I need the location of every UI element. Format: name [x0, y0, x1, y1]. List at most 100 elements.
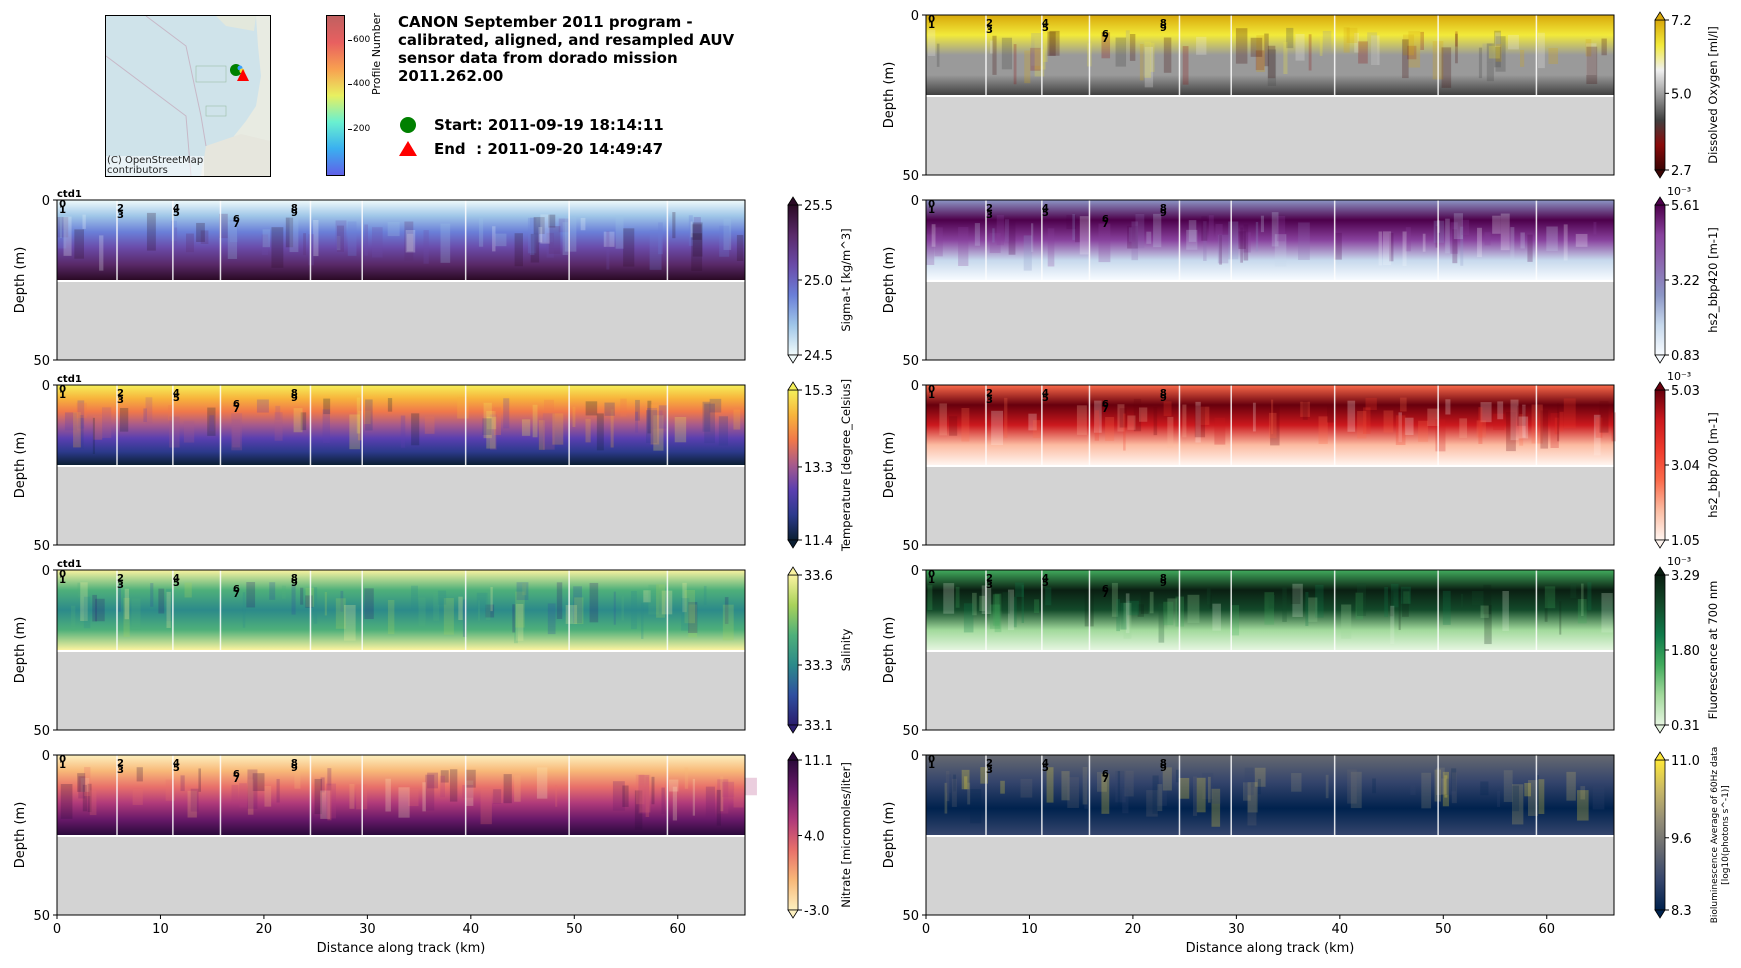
data-streak [1230, 605, 1240, 636]
data-streak [1139, 44, 1144, 81]
data-streak [1031, 223, 1034, 252]
data-streak [425, 774, 435, 811]
data-streak [83, 596, 91, 629]
colorbar-exponent: 10⁻³ [1667, 185, 1691, 198]
data-streak [262, 229, 271, 248]
data-streak [335, 598, 346, 629]
data-streak [293, 408, 303, 433]
data-streak [323, 398, 331, 415]
colorbar-extend-max [787, 566, 799, 576]
section-number: 1 [59, 390, 66, 401]
data-streak [1214, 417, 1226, 445]
data-streak [1461, 219, 1470, 235]
axes-frame [925, 14, 1615, 176]
colorbar-extend-max [1654, 11, 1666, 21]
data-streak [239, 783, 247, 808]
data-streak [77, 773, 86, 792]
data-streak [1117, 404, 1125, 432]
data-streak [1363, 407, 1371, 434]
section-number: 5 [173, 208, 180, 219]
data-streak [196, 222, 205, 242]
data-streak [1101, 773, 1110, 814]
data-streak [585, 418, 591, 443]
data-streak [574, 597, 584, 625]
data-streak [1486, 43, 1494, 82]
data-streak [692, 778, 696, 816]
data-streak [682, 582, 687, 613]
data-streak [658, 405, 668, 429]
data-streak [1217, 234, 1229, 264]
section-number: 9 [291, 763, 298, 774]
data-streak [606, 231, 610, 270]
instrument-label: ctd1 [57, 189, 82, 200]
data-streak [357, 410, 362, 441]
data-streak [1520, 232, 1525, 249]
data-streak [656, 584, 666, 618]
data-streak [1524, 782, 1531, 797]
data-streak [400, 415, 406, 448]
data-streak [1098, 223, 1111, 263]
data-streak [1004, 397, 1008, 438]
data-streak [1451, 768, 1457, 792]
data-streak [82, 214, 86, 229]
data-streak [1495, 32, 1501, 48]
data-streak [1389, 232, 1394, 262]
data-streak [327, 785, 332, 821]
data-streak [1548, 48, 1558, 65]
data-streak [423, 230, 429, 264]
data-streak [580, 217, 586, 231]
data-streak [1493, 413, 1505, 431]
data-streak [476, 592, 488, 609]
data-streak [1255, 221, 1259, 252]
colorbar-tick-label: -3.0 [804, 904, 829, 919]
data-streak [1537, 32, 1545, 69]
data-streak [1502, 590, 1509, 631]
data-streak [720, 776, 724, 812]
data-streak [1115, 37, 1127, 67]
data-streak [387, 599, 395, 635]
data-streak [1030, 47, 1041, 71]
data-streak [980, 767, 988, 784]
y-axis-label: Depth (m) [882, 432, 897, 499]
x-tick-label: 0 [53, 922, 61, 937]
data-streak [1520, 49, 1525, 67]
data-streak [174, 227, 178, 248]
data-streak [702, 401, 711, 432]
data-streak [1455, 33, 1458, 64]
data-streak [688, 604, 698, 638]
colorbar-tick-label: 15.3 [804, 384, 833, 399]
data-streak [621, 595, 624, 621]
colorbar-tick-label: 0.83 [1671, 349, 1700, 364]
panel-dissolved-oxygen: 01 23 45 67 89 0 50 Depth (m) 2.7 5.0 7.2 Dissolved… [882, 9, 1720, 184]
data-streak [1127, 225, 1138, 249]
data-streak [1450, 222, 1458, 254]
data-streak [967, 782, 971, 805]
data-streak [349, 783, 355, 809]
data-streak [1238, 231, 1246, 249]
data-streak [979, 595, 986, 612]
axes-frame [925, 754, 1615, 916]
section-number: 2 [117, 388, 124, 399]
data-streak [79, 415, 84, 449]
data-streak [73, 412, 81, 448]
data-streak [990, 40, 994, 54]
data-streak [77, 582, 81, 598]
data-streak [514, 233, 523, 267]
colorbar-extend-max [1654, 566, 1666, 576]
data-streak [589, 582, 599, 623]
data-streak [635, 399, 640, 421]
data-streak [440, 775, 445, 798]
data-streak [1000, 780, 1005, 794]
section-number: 0 [59, 754, 66, 765]
data-streak [1355, 592, 1364, 620]
data-streak [1527, 234, 1533, 262]
data-streak [247, 769, 258, 809]
data-streak [480, 788, 492, 825]
colorbar-body [1654, 574, 1666, 726]
data-streak [398, 787, 410, 818]
x-tick-label: 20 [1125, 922, 1142, 937]
data-streak [1192, 776, 1198, 816]
figure-title: CANON September 2011 program - calibrate… [398, 13, 735, 85]
data-streak [1460, 593, 1464, 607]
start-circle-icon [400, 117, 416, 133]
